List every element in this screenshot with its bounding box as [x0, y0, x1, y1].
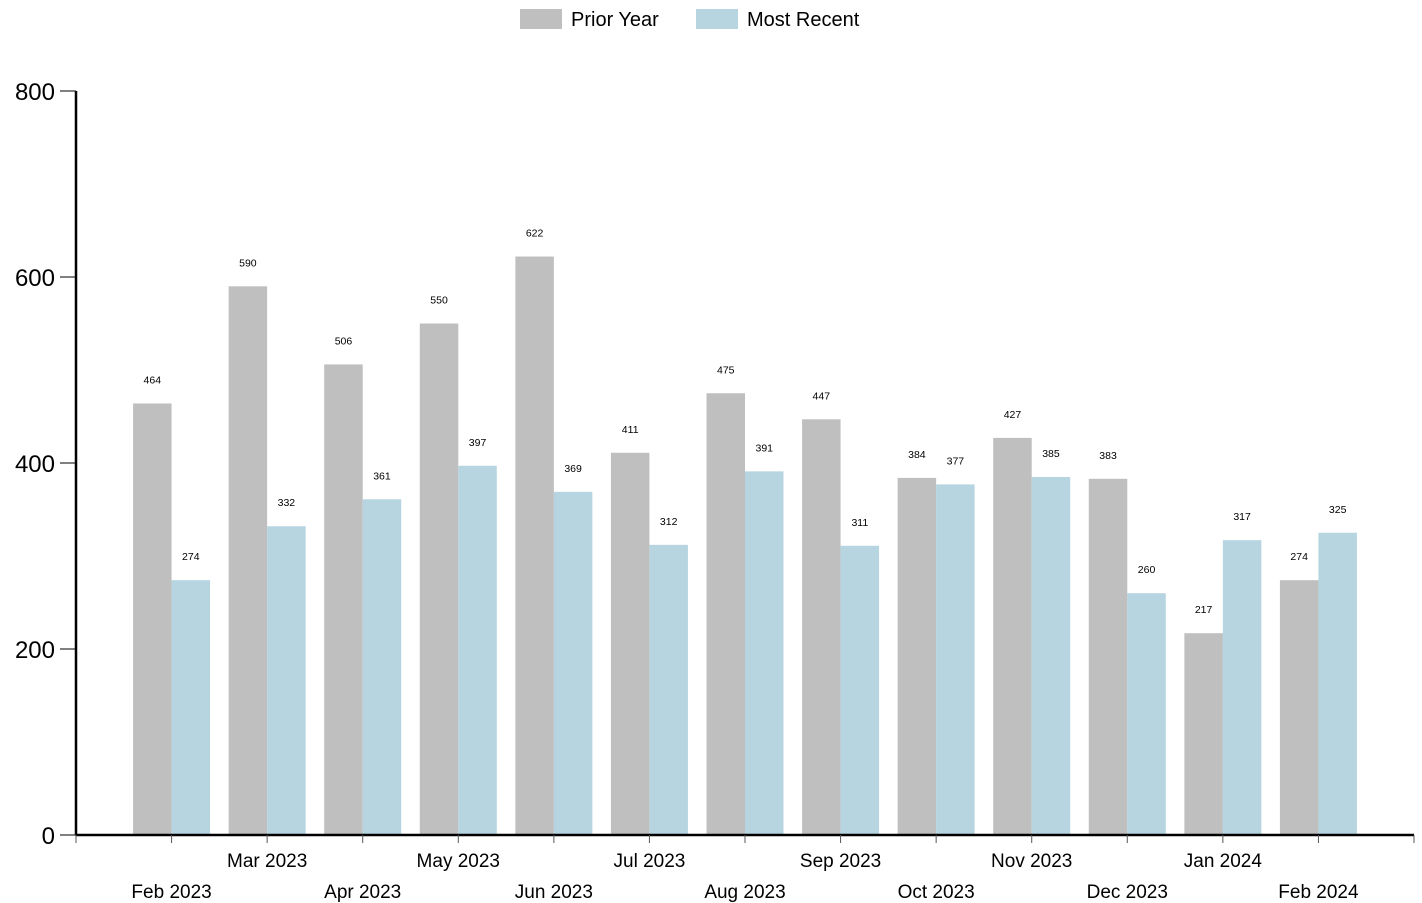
bar-prior-year-sep-2023: [802, 419, 841, 835]
bars: [133, 256, 1357, 835]
data-label-prior-year-jan-2024: 217: [1195, 604, 1213, 616]
data-label-prior-year-oct-2023: 384: [908, 449, 926, 461]
x-tick-label-mar-2023: Mar 2023: [227, 851, 307, 872]
legend-label-prior-year: Prior Year: [571, 9, 659, 31]
bar-prior-year-may-2023: [419, 323, 459, 835]
bar-prior-year-aug-2023: [706, 393, 745, 835]
data-label-prior-year-jul-2023: 411: [622, 424, 639, 436]
data-label-prior-year-sep-2023: 447: [813, 390, 831, 402]
bar-most-recent-sep-2023: [840, 545, 880, 835]
bar-prior-year-dec-2023: [1088, 478, 1128, 835]
bar-most-recent-nov-2023: [1031, 476, 1071, 835]
data-label-prior-year-nov-2023: 427: [1004, 409, 1022, 421]
y-tick-label-200: 200: [15, 637, 55, 664]
data-label-most-recent-jan-2024: 317: [1233, 511, 1251, 523]
bar-prior-year-feb-2024: [1279, 580, 1319, 835]
bar-prior-year-mar-2023: [228, 286, 268, 835]
y-tick-label-0: 0: [42, 823, 55, 850]
legend-swatch-prior-year: [520, 9, 562, 29]
bar-prior-year-nov-2023: [993, 437, 1032, 835]
bar-prior-year-apr-2023: [324, 364, 363, 835]
legend-swatch-most-recent: [696, 9, 738, 29]
data-label-most-recent-sep-2023: 311: [851, 517, 868, 529]
bar-most-recent-jun-2023: [553, 491, 593, 835]
legend: Prior Year Most Recent: [520, 9, 860, 31]
bar-most-recent-jan-2024: [1222, 540, 1262, 835]
data-label-prior-year-mar-2023: 590: [239, 257, 257, 269]
x-tick-label-sep-2023: Sep 2023: [800, 851, 881, 872]
x-tick-label-oct-2023: Oct 2023: [898, 882, 975, 903]
bar-most-recent-aug-2023: [745, 471, 784, 835]
y-tick-label-800: 800: [15, 79, 55, 106]
data-label-most-recent-jul-2023: 312: [660, 516, 678, 528]
data-label-prior-year-may-2023: 550: [430, 295, 448, 307]
bar-prior-year-oct-2023: [897, 477, 937, 835]
x-tick-label-jul-2023: Jul 2023: [614, 851, 686, 872]
data-label-most-recent-dec-2023: 260: [1138, 564, 1156, 576]
data-label-prior-year-feb-2023: 464: [144, 374, 162, 386]
data-label-prior-year-aug-2023: 475: [717, 364, 735, 376]
data-label-prior-year-dec-2023: 383: [1099, 450, 1117, 462]
bar-prior-year-jul-2023: [610, 452, 650, 835]
x-tick-label-may-2023: May 2023: [417, 851, 500, 872]
x-tick-label-apr-2023: Apr 2023: [324, 882, 401, 903]
bar-prior-year-jun-2023: [515, 256, 554, 835]
axes: 0 200 400 600 800 Feb 2023 Mar 2023 Apr 2023 May…: [15, 79, 1415, 903]
x-tick-label-jun-2023: Jun 2023: [515, 882, 593, 903]
x-tick-label-aug-2023: Aug 2023: [704, 882, 785, 903]
bar-most-recent-feb-2024: [1318, 532, 1357, 835]
legend-label-most-recent: Most Recent: [747, 9, 860, 31]
y-tick-label-600: 600: [15, 265, 55, 292]
x-tick-label-jan-2024: Jan 2024: [1184, 851, 1263, 872]
bar-prior-year-jan-2024: [1184, 633, 1223, 835]
data-label-most-recent-feb-2024: 325: [1329, 504, 1347, 516]
data-label-most-recent-mar-2023: 332: [278, 497, 296, 509]
bar-prior-year-feb-2023: [133, 403, 172, 835]
data-labels: 464 274 590 332 506 361 550 397 622 369 411 312 475 3…: [144, 228, 1347, 617]
x-tick-label-nov-2023: Nov 2023: [991, 851, 1072, 872]
data-label-most-recent-feb-2023: 274: [182, 551, 200, 563]
bar-most-recent-feb-2023: [171, 580, 211, 835]
x-tick-label-feb-2024: Feb 2024: [1278, 882, 1359, 903]
x-tick-label-dec-2023: Dec 2023: [1087, 882, 1168, 903]
y-tick-label-400: 400: [15, 451, 55, 478]
data-label-prior-year-jun-2023: 622: [526, 228, 544, 240]
x-tick-label-feb-2023: Feb 2023: [131, 882, 211, 903]
bar-most-recent-mar-2023: [267, 526, 306, 835]
data-label-prior-year-feb-2024: 274: [1290, 551, 1308, 563]
data-label-most-recent-apr-2023: 361: [373, 470, 391, 482]
data-label-most-recent-aug-2023: 391: [755, 442, 773, 454]
bar-most-recent-apr-2023: [362, 499, 402, 835]
bar-most-recent-oct-2023: [936, 484, 975, 835]
data-label-most-recent-nov-2023: 385: [1042, 448, 1060, 460]
legend-item-prior-year: Prior Year: [520, 9, 659, 31]
bar-most-recent-dec-2023: [1127, 593, 1166, 835]
data-label-most-recent-jun-2023: 369: [564, 463, 582, 475]
bar-most-recent-jul-2023: [649, 544, 688, 835]
bar-most-recent-may-2023: [458, 465, 497, 835]
data-label-prior-year-apr-2023: 506: [335, 335, 353, 347]
data-label-most-recent-may-2023: 397: [469, 437, 487, 449]
data-label-most-recent-oct-2023: 377: [947, 455, 965, 467]
legend-item-most-recent: Most Recent: [696, 9, 860, 31]
